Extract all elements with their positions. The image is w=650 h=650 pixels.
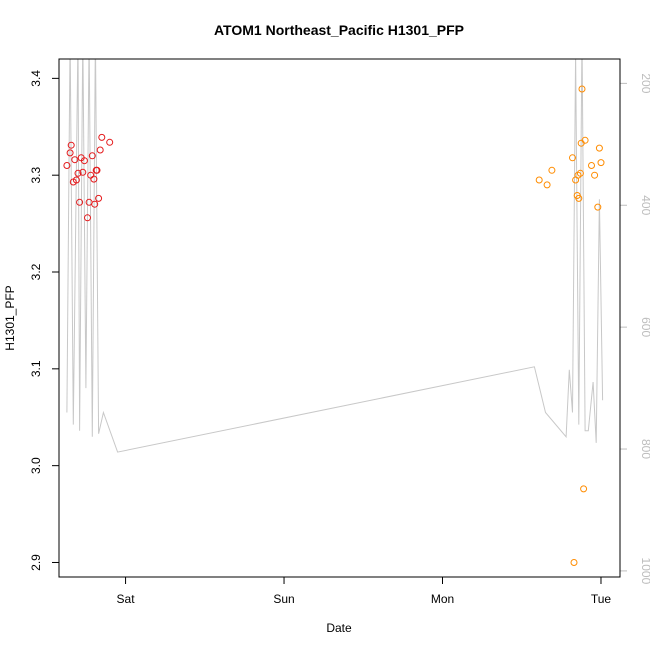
x-tick-label: Sat — [117, 592, 136, 606]
y-tick-label: 3.0 — [29, 457, 43, 474]
data-point — [591, 171, 599, 179]
data-point — [93, 166, 101, 174]
data-point — [63, 162, 71, 169]
altitude-line — [66, 59, 604, 453]
y-tick-label: 2.9 — [29, 554, 43, 571]
data-point — [74, 169, 82, 177]
data-point — [72, 176, 80, 184]
y2-tick-label: 400 — [639, 195, 650, 215]
y-tick-label: 3.3 — [29, 167, 43, 184]
data-point — [581, 136, 589, 144]
data-point — [91, 200, 99, 208]
data-point — [535, 176, 543, 184]
data-point — [575, 194, 583, 202]
data-point — [570, 559, 578, 566]
data-point — [66, 149, 74, 157]
data-point — [79, 168, 87, 176]
data-point — [90, 175, 98, 183]
x-axis-label: Date — [326, 621, 352, 635]
data-point — [595, 144, 603, 152]
y2-tick-label: 800 — [639, 439, 650, 459]
data-point — [580, 485, 588, 493]
data-point — [543, 181, 551, 189]
x-tick-label: Sun — [273, 592, 294, 606]
data-point — [96, 146, 104, 154]
y-axis-label: H1301_PFP — [3, 285, 17, 350]
x-tick-label: Mon — [431, 592, 454, 606]
data-point — [594, 203, 602, 211]
data-point — [576, 169, 584, 177]
data-point — [578, 85, 586, 93]
data-point — [76, 198, 84, 206]
data-point — [588, 162, 595, 169]
data-point — [80, 157, 88, 165]
data-point — [84, 214, 91, 222]
x-tick-label: Tue — [591, 592, 612, 606]
plot-frame — [58, 58, 621, 578]
plot-area: Sat Sun Mon Tue 2.9 3.0 3.1 3.2 3.3 3.4 200 400 600 8… — [29, 59, 650, 606]
data-point — [548, 166, 556, 174]
data-point — [67, 141, 75, 149]
data-point — [569, 154, 576, 162]
data-point — [98, 133, 106, 141]
chart-title: ATOM1 Northeast_Pacific H1301_PFP — [214, 22, 464, 38]
y2-tick-label: 600 — [639, 317, 650, 337]
data-point — [95, 194, 103, 202]
y-tick-label: 3.4 — [29, 70, 43, 87]
y-tick-label: 3.1 — [29, 360, 43, 377]
data-point — [88, 152, 96, 160]
data-point — [106, 138, 114, 146]
y-tick-label: 3.2 — [29, 263, 43, 280]
y2-tick-label: 200 — [639, 73, 650, 93]
data-point — [597, 159, 605, 167]
y2-tick-label: 1000 — [639, 558, 650, 585]
data-point — [71, 156, 79, 164]
